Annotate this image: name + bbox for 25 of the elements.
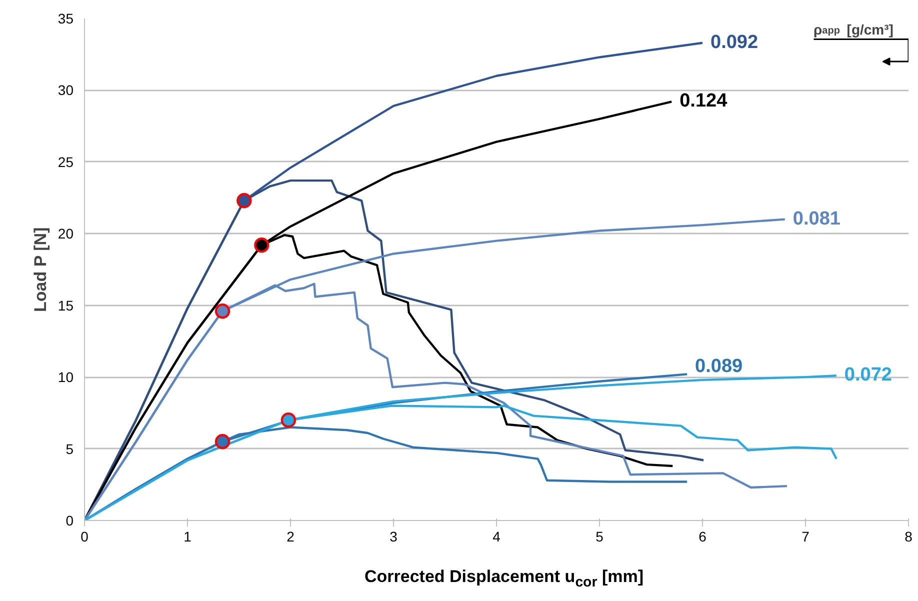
y-tick-label: 0 (66, 512, 74, 528)
series-label: 0.089 (695, 356, 743, 378)
series-label: 0.072 (844, 364, 892, 386)
legend-title: ρapp [g/cm³] (814, 22, 894, 38)
series-label: 0.081 (792, 208, 841, 230)
x-tick-label: 5 (596, 528, 604, 544)
x-tick-label: 1 (184, 528, 192, 544)
series-label: 0.124 (680, 90, 728, 112)
x-tick-label: 6 (698, 528, 707, 544)
y-tick-label: 25 (58, 154, 74, 170)
x-tick-label: 8 (904, 528, 913, 544)
y-tick-label: 5 (66, 440, 74, 457)
y-tick-label: 35 (58, 10, 74, 26)
x-tick-label: 4 (492, 528, 501, 544)
y-tick-label: 20 (58, 226, 74, 242)
y-tick-label: 15 (58, 297, 74, 314)
y-axis-title: Load P [N] (30, 227, 50, 312)
x-tick-label: 7 (802, 528, 810, 544)
y-tick-label: 10 (58, 369, 74, 386)
series-label: 0.092 (710, 32, 758, 53)
y-tick-label: 30 (58, 82, 74, 98)
x-tick-label: 2 (286, 528, 295, 544)
x-axis-title: Corrected Displacement u$_{cor}$ [mm] (364, 566, 644, 592)
x-tick-label: 0 (80, 528, 89, 544)
x-tick-label: 3 (390, 528, 398, 544)
